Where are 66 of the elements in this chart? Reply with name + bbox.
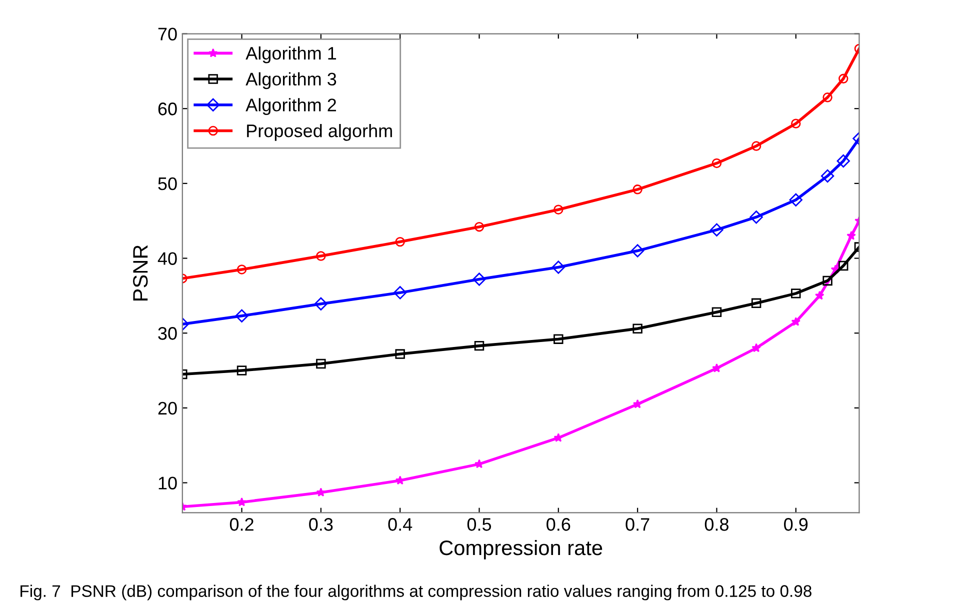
x-tick-label: 0.2 (230, 518, 254, 531)
point (474, 222, 484, 232)
point (630, 244, 644, 258)
point (554, 432, 564, 442)
point (474, 340, 484, 351)
point (712, 307, 722, 318)
point (838, 74, 848, 84)
point (791, 317, 801, 326)
point (632, 399, 642, 408)
point (235, 309, 248, 322)
point (712, 158, 722, 168)
point (789, 193, 802, 206)
y-axis-title: PSNR (133, 245, 148, 300)
point (710, 223, 724, 236)
x-tick-label: 0.8 (704, 518, 728, 531)
point (474, 459, 484, 468)
legend-label: Algorithm 3 (246, 72, 336, 90)
point (820, 169, 834, 183)
caption: Fig. 7 PSNR (dB) comparison of the four algorithms at compression ratio values ranging from 0.125 to 0.98 (20, 584, 812, 600)
y-tick-label: 10 (158, 476, 177, 490)
point (236, 264, 247, 274)
point (395, 236, 405, 247)
point (395, 476, 405, 485)
point (838, 260, 848, 271)
point (822, 276, 832, 286)
point (395, 349, 405, 359)
point (316, 488, 326, 497)
point (236, 366, 247, 376)
legend-label: Algorithm 2 (246, 98, 336, 115)
point (751, 298, 762, 308)
point (822, 92, 832, 102)
y-tick-label: 70 (158, 28, 177, 40)
point (632, 184, 642, 194)
point (752, 343, 761, 352)
x-tick-label: 0.9 (784, 518, 808, 531)
x-axis-title: Compression rate (440, 540, 602, 560)
x-tick-label: 0.7 (626, 518, 650, 531)
point (552, 260, 565, 274)
x-tick-label: 0.3 (309, 518, 333, 531)
y-tick-label: 20 (158, 402, 177, 415)
y-tick-label: 50 (158, 177, 177, 190)
point (846, 230, 856, 240)
y-tick-label: 60 (158, 102, 177, 116)
point (554, 334, 564, 344)
point (237, 497, 246, 506)
x-tick-label: 0.5 (467, 518, 492, 531)
legend-label: Proposed algorhm (247, 124, 392, 141)
point (472, 272, 486, 286)
point (316, 358, 326, 369)
point (554, 204, 564, 214)
point (393, 286, 407, 300)
point (712, 363, 722, 372)
legend-label: Algorithm 1 (246, 46, 336, 64)
x-tick-label: 0.4 (388, 518, 412, 531)
point (316, 251, 326, 261)
y-tick-label: 40 (158, 252, 177, 265)
y-tick-label: 30 (158, 327, 177, 340)
point (791, 118, 801, 128)
point (836, 154, 850, 168)
point (314, 297, 328, 310)
point (750, 210, 763, 224)
x-tick-label: 0.6 (546, 518, 570, 531)
point (751, 141, 762, 151)
point (814, 290, 824, 300)
point (632, 324, 642, 334)
point (791, 288, 801, 298)
